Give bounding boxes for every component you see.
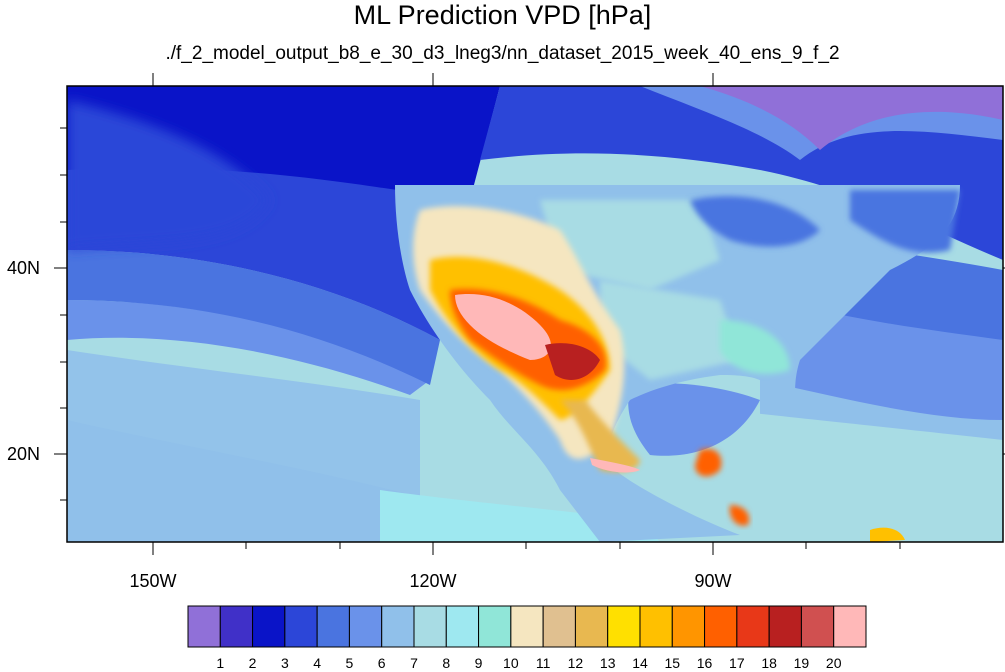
colorbar-swatch — [219, 605, 254, 648]
colorbar-label: 1 — [216, 655, 225, 671]
lon-ticks — [152, 73, 901, 555]
colorbar-label: 4 — [313, 655, 322, 671]
colorbar-swatch — [381, 605, 415, 648]
colorbar-swatch — [607, 605, 641, 648]
colorbar-swatch — [445, 605, 480, 648]
colorbar-swatch — [413, 605, 447, 648]
lon-label-120w: 120W — [409, 571, 457, 591]
colorbar-label: 9 — [474, 655, 483, 671]
colorbar-swatch — [671, 605, 706, 648]
colorbar-swatch — [639, 605, 673, 648]
colorbar-label: 3 — [280, 655, 289, 671]
colorbar-swatch — [704, 605, 738, 648]
colorbar-swatch — [768, 605, 802, 648]
colorbar-label: 16 — [696, 655, 713, 671]
colorbar-swatch — [542, 605, 576, 648]
colorbar-label: 6 — [377, 655, 386, 671]
colorbar-label: 2 — [248, 655, 257, 671]
colorbar-label: 8 — [442, 655, 451, 671]
colorbar-swatch — [252, 605, 286, 648]
colorbar-label: 5 — [345, 655, 354, 671]
colorbar-swatch — [833, 605, 867, 648]
colorbar-label: 20 — [825, 655, 842, 671]
vpd-field — [67, 86, 1003, 542]
colorbar-swatch — [478, 605, 512, 648]
page-subtitle: ./f_2_model_output_b8_e_30_d3_lneg3/nn_d… — [165, 43, 840, 64]
lon-label-90w: 90W — [694, 571, 732, 591]
colorbar-label: 17 — [729, 655, 745, 671]
lat-label-20n: 20N — [6, 444, 40, 464]
colorbar-swatch — [800, 605, 835, 648]
colorbar-swatch — [187, 605, 221, 648]
colorbar-swatch — [316, 605, 350, 648]
colorbar-label: 7 — [410, 655, 418, 671]
colorbar-label: 14 — [632, 655, 648, 671]
lon-label-150w: 150W — [129, 571, 177, 591]
lat-label-40n: 40N — [6, 258, 40, 278]
colorbar-label: 10 — [503, 655, 519, 671]
lat-ticks — [54, 127, 1005, 501]
colorbar-swatch — [736, 605, 770, 648]
colorbar-label: 18 — [761, 655, 777, 671]
colorbar-swatch — [510, 605, 544, 648]
colorbar-label: 12 — [567, 655, 584, 671]
colorbar-label: 15 — [664, 655, 681, 671]
colorbar-label: 19 — [793, 655, 810, 671]
colorbar-label: 11 — [535, 655, 551, 671]
colorbar-swatch — [284, 605, 318, 648]
colorbar-label: 13 — [599, 655, 616, 671]
colorbar-swatch — [574, 605, 609, 648]
colorbar-swatch — [348, 605, 383, 648]
page-title: ML Prediction VPD [hPa] — [353, 0, 652, 30]
